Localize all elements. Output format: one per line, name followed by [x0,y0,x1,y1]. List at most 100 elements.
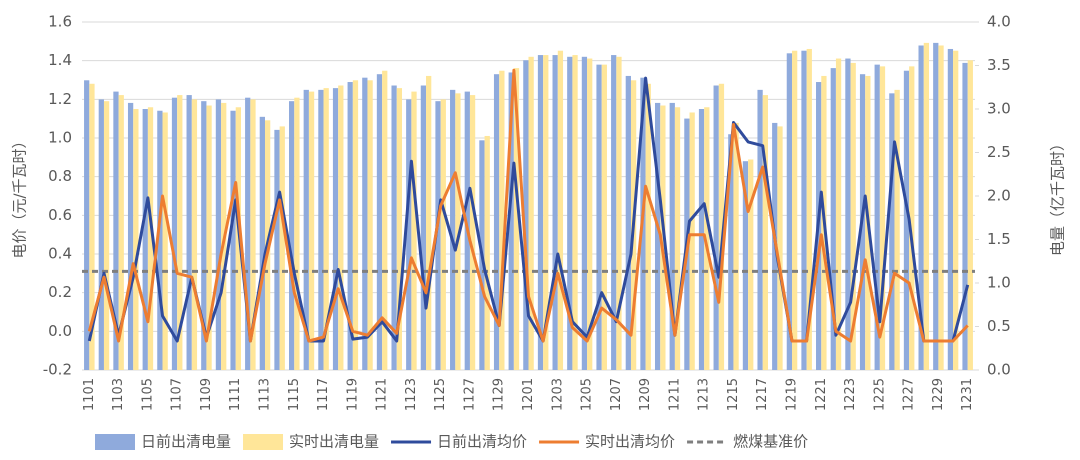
bar [245,97,251,370]
bar [303,89,309,371]
bar [567,56,573,371]
bar [450,89,456,371]
x-tick-label: 1129 [492,378,507,411]
bar [742,161,749,370]
x-tick-label: 1109 [199,378,214,411]
bar [674,107,681,370]
x-tick-label: 1207 [609,378,624,411]
line [87,68,969,343]
y-tick-label: 0.4 [48,245,72,263]
bar [484,135,490,370]
x-tick-label: 1209 [638,378,653,411]
y-tick-label: 1.2 [48,90,72,108]
bar [713,85,719,370]
bar [420,85,427,370]
bar [162,112,168,370]
bar [903,70,910,370]
legend-swatch [95,434,135,450]
bar [733,122,739,370]
bar [947,48,954,370]
y2-tick-label: 3.5 [987,56,1011,74]
legend-label: 燃煤基准价 [733,433,808,451]
bar [704,107,710,370]
y2-axis-title: 电量（亿千瓦时） [1049,136,1067,256]
bar [689,112,695,370]
bar [967,60,973,370]
bar [279,126,285,371]
bar [396,88,403,371]
bar [889,93,895,370]
y-tick-label: 1.6 [48,13,72,31]
bar [347,82,353,370]
bar [669,102,675,370]
bar [830,68,836,371]
y2-tick-label: 0.0 [987,361,1011,379]
bar [294,97,300,370]
x-tick-label: 1217 [755,378,770,411]
bar [376,74,383,370]
bar [391,85,397,370]
bar [601,64,607,370]
bar [250,99,256,371]
legend-label: 日前出清均价 [437,433,527,451]
y-tick-label: 0.0 [48,322,72,340]
bar [289,101,295,371]
bar [118,95,124,370]
bar [133,109,139,370]
x-tick-label: 1205 [580,378,595,411]
bar [523,60,529,370]
bar [587,58,593,370]
bar [616,56,622,371]
x-tick-label: 1127 [462,378,477,411]
x-tick-label: 1201 [521,378,536,411]
x-tick-label: 1121 [375,378,390,411]
bar [718,83,725,371]
bar [596,64,602,370]
bar [835,58,842,370]
x-tick-label: 1221 [814,378,829,411]
bar [157,110,163,371]
bar [611,55,617,371]
y2-tick-label: 2.5 [987,143,1011,161]
bar [142,109,148,370]
bar [894,89,900,371]
x-tick-label: 1107 [170,378,185,411]
bar [426,75,432,370]
x-tick-label: 1125 [433,378,448,411]
x-tick-label: 1223 [843,378,858,411]
bar [201,101,207,371]
bar [318,89,324,371]
x-tick-label: 1215 [726,378,741,411]
bar [362,77,368,371]
bar [879,66,886,371]
x-tick-label: 1115 [287,378,302,411]
bar [147,107,154,370]
bar [654,102,661,370]
y-tick-label: 0.8 [48,167,72,185]
bar [748,159,754,370]
bar [89,83,95,371]
bar [537,55,544,371]
bar [792,50,798,371]
bar [953,50,959,371]
bar [557,50,564,371]
bar [762,95,768,370]
y-tick-label: -0.2 [43,361,72,379]
bar [801,50,807,371]
bar [186,95,192,370]
bar [625,75,631,370]
y2-tick-label: 2.0 [987,187,1011,205]
x-tick-label: 1219 [785,378,800,411]
y2-tick-label: 1.0 [987,274,1011,292]
bar [493,74,500,370]
bar [455,93,461,370]
bar [127,102,134,370]
bar [909,66,915,371]
bar [806,48,812,370]
bar [850,62,856,370]
bar [435,101,441,371]
bar [757,89,763,371]
x-tick-label: 1101 [82,378,97,411]
bar [933,42,939,370]
bar [508,72,514,371]
